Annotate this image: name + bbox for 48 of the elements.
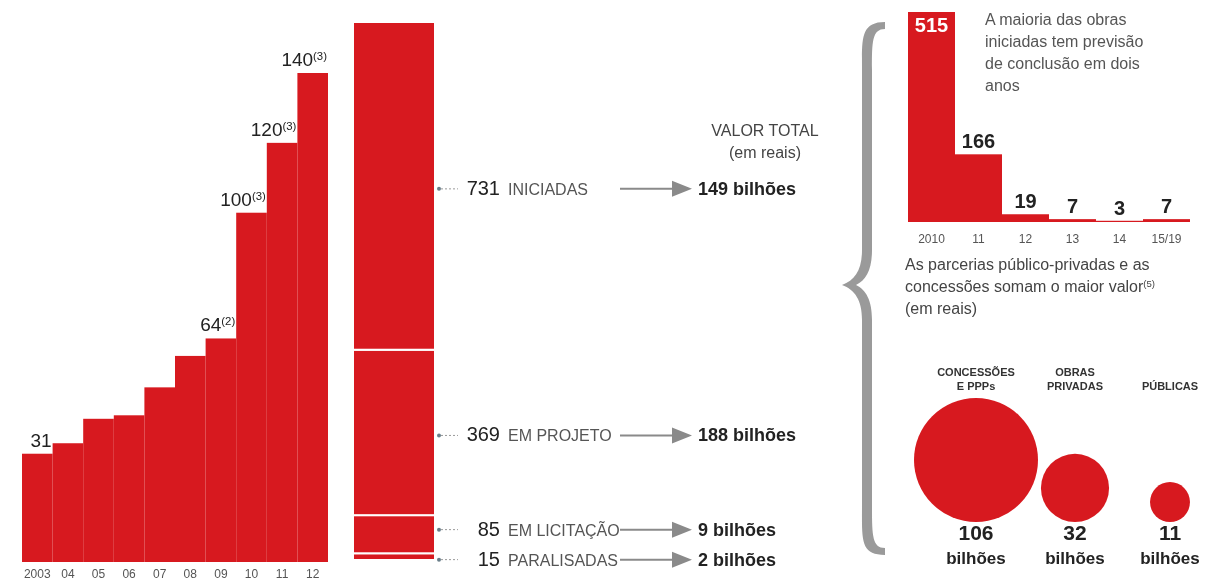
data-label: 731: [466, 176, 500, 199]
data-label: 106 bilhões: [946, 521, 1006, 568]
text: PARALISADAS: [508, 551, 618, 569]
data-label: 85: [477, 517, 500, 540]
x-tick-label: 11: [972, 232, 986, 246]
category-label: CONCESSÕES E PPPs: [937, 366, 1015, 392]
text: 2 bilhões: [698, 549, 777, 570]
data-label: 64$^{(2)}$: [200, 314, 236, 336]
text: 9 bilhões: [698, 519, 777, 540]
data-label: 100$^{(3)}$: [220, 188, 267, 210]
data-label: 7: [1066, 195, 1079, 218]
data-label: 3: [1113, 196, 1126, 219]
data-label: 19: [1014, 190, 1037, 213]
category-label: PÚBLICAS: [1141, 380, 1199, 392]
data-label: 515: [914, 14, 949, 36]
x-tick-label: 2010: [918, 232, 946, 246]
annotation: A maioria das obras iniciadas tem previsão de conclusão em dois anos: [985, 11, 1144, 94]
category-label: OBRAS PRIVADAS: [1046, 366, 1104, 392]
data-label: 369: [466, 423, 500, 446]
x-tick-label: 06: [122, 567, 137, 581]
x-tick-label: 13: [1065, 232, 1080, 246]
text: 188 bilhões: [698, 425, 797, 446]
x-tick-label: 15/19: [1151, 232, 1182, 246]
x-tick-label: 2003: [23, 567, 51, 581]
data-label: 31: [30, 429, 52, 451]
x-tick-label: 12: [306, 567, 320, 581]
x-tick-label: 05: [91, 567, 106, 581]
x-tick-label: 09: [214, 567, 228, 581]
chart-title: As parcerias público-privadas e as concessões somam o maior valor$^{(5)}$ (em reais): [905, 256, 1156, 317]
data-label: 15: [477, 547, 500, 570]
x-tick-label: 14: [1112, 232, 1127, 246]
text: INICIADAS: [508, 180, 589, 198]
x-tick-label: 10: [244, 567, 259, 581]
text: VALOR TOTAL (em reais): [711, 122, 819, 161]
text: EM LICITAÇÃO: [508, 519, 620, 539]
data-label: 11 bilhões: [1140, 521, 1200, 568]
x-tick-label: 08: [183, 567, 198, 581]
x-tick-label: 04: [61, 567, 75, 581]
x-tick-label: 11: [275, 567, 289, 581]
x-tick-label: 07: [153, 567, 167, 581]
data-label: 7: [1160, 195, 1173, 218]
data-label: 120$^{(3)}$: [250, 118, 297, 140]
data-label: 140$^{(3)}$: [281, 49, 328, 70]
data-label: 166: [961, 130, 996, 153]
x-tick-label: 12: [1018, 232, 1033, 246]
text: EM PROJETO: [508, 427, 612, 445]
text: 149 bilhões: [698, 178, 797, 199]
data-label: 32 bilhões: [1045, 521, 1105, 568]
